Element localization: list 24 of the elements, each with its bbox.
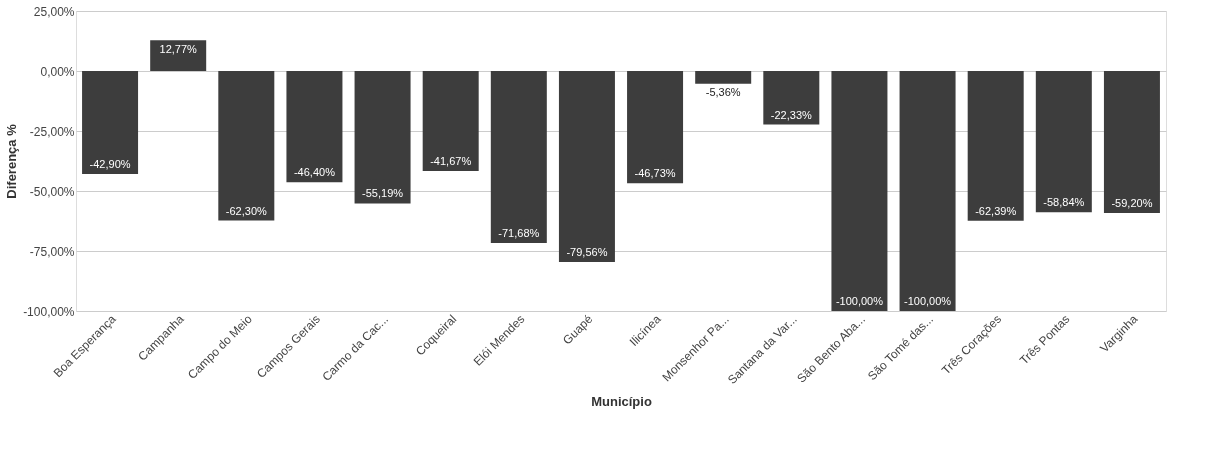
data-label: -46,73% xyxy=(634,167,676,180)
x-axis-title: Município xyxy=(591,394,652,410)
data-label: -100,00% xyxy=(835,295,884,307)
y-axis-title: Diferença % xyxy=(4,123,20,199)
y-tick-label: 25,00% xyxy=(33,4,75,19)
data-label: -42,90% xyxy=(89,157,131,170)
data-label: -22,33% xyxy=(770,108,813,121)
data-label: -46,40% xyxy=(293,166,336,179)
data-label: -79,56% xyxy=(566,245,608,258)
data-label: 12,77% xyxy=(159,43,198,56)
data-label: -55,19% xyxy=(362,187,404,200)
y-tick-label: -100,00% xyxy=(23,304,75,319)
data-label: -62,30% xyxy=(225,204,268,217)
y-tick-label: 0,00% xyxy=(40,64,75,79)
data-label: -62,39% xyxy=(975,204,1017,217)
data-label: -100,00% xyxy=(904,295,952,307)
y-tick-label: -75,00% xyxy=(29,244,75,259)
data-label: -71,68% xyxy=(498,227,540,240)
data-label: -5,36% xyxy=(705,85,741,98)
data-label: -41,67% xyxy=(430,155,472,168)
data-label: -58,84% xyxy=(1043,196,1085,209)
data-label: -59,20% xyxy=(1111,197,1153,210)
y-tick-label: -25,00% xyxy=(29,124,75,139)
y-tick-label: -50,00% xyxy=(29,184,75,199)
